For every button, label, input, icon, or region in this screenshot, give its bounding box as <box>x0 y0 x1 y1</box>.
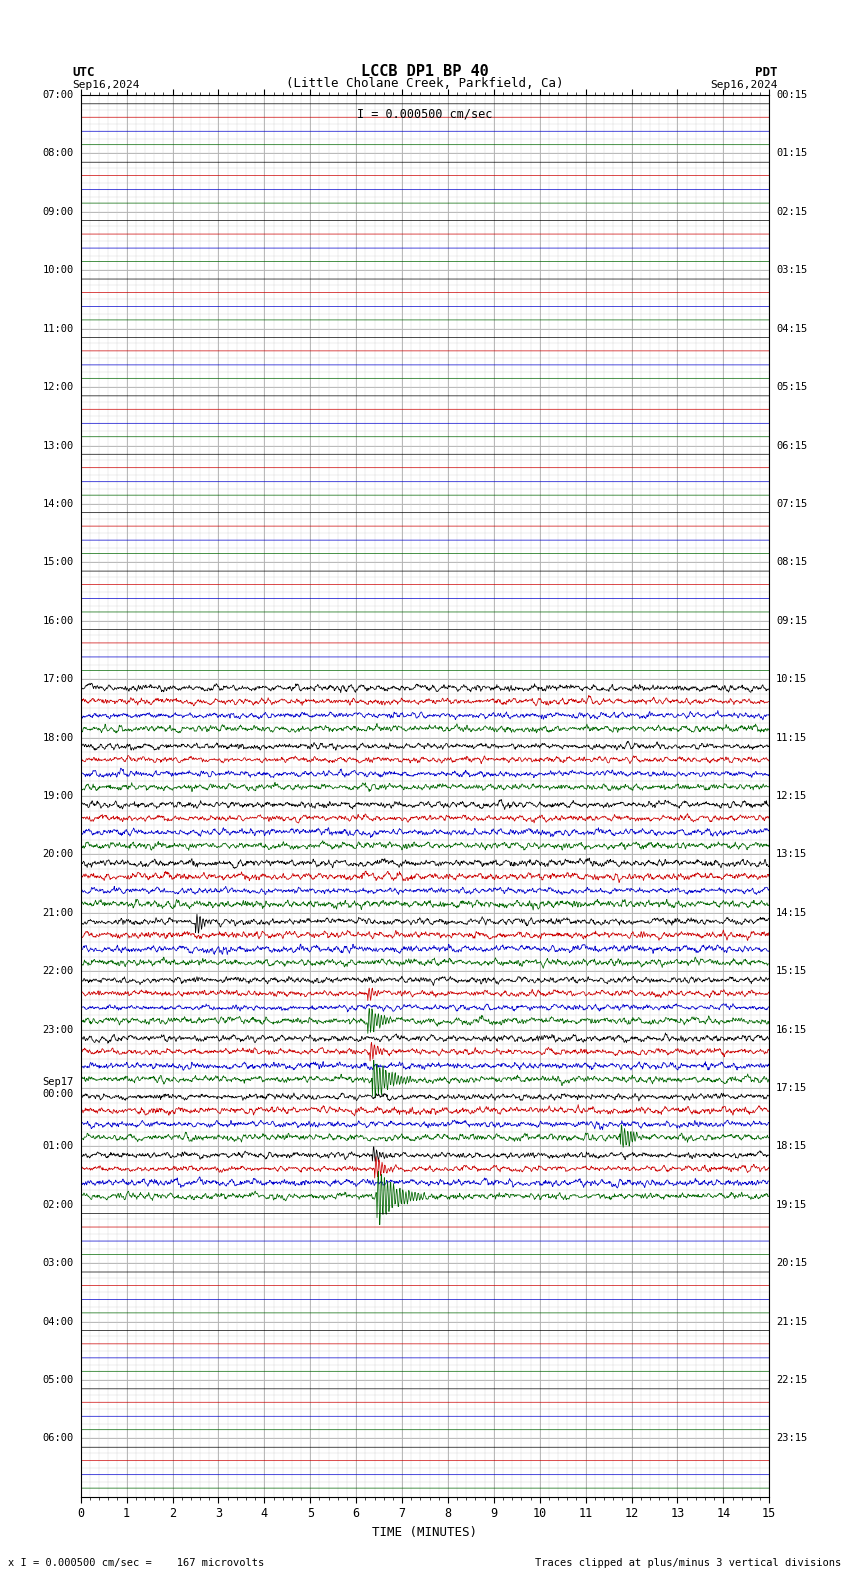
Text: 12:15: 12:15 <box>776 790 808 802</box>
Text: 20:15: 20:15 <box>776 1258 808 1269</box>
Text: 07:15: 07:15 <box>776 499 808 508</box>
Text: 07:00: 07:00 <box>42 90 74 100</box>
Text: 21:00: 21:00 <box>42 908 74 917</box>
Text: 18:00: 18:00 <box>42 732 74 743</box>
Text: 13:00: 13:00 <box>42 440 74 450</box>
Text: Sep16,2024: Sep16,2024 <box>711 81 778 90</box>
Text: 06:00: 06:00 <box>42 1434 74 1443</box>
Text: 04:15: 04:15 <box>776 323 808 334</box>
Text: 06:15: 06:15 <box>776 440 808 450</box>
Text: 14:00: 14:00 <box>42 499 74 508</box>
Text: 10:15: 10:15 <box>776 675 808 684</box>
Text: 04:00: 04:00 <box>42 1316 74 1327</box>
Text: 10:00: 10:00 <box>42 265 74 276</box>
Text: (Little Cholane Creek, Parkfield, Ca): (Little Cholane Creek, Parkfield, Ca) <box>286 78 564 90</box>
Text: 17:15: 17:15 <box>776 1083 808 1093</box>
Text: 19:15: 19:15 <box>776 1199 808 1210</box>
Text: 01:15: 01:15 <box>776 149 808 158</box>
Text: 14:15: 14:15 <box>776 908 808 917</box>
Text: 03:00: 03:00 <box>42 1258 74 1269</box>
Text: 17:00: 17:00 <box>42 675 74 684</box>
Text: 15:15: 15:15 <box>776 966 808 976</box>
Text: 00:15: 00:15 <box>776 90 808 100</box>
Text: UTC: UTC <box>72 67 94 79</box>
Text: 16:15: 16:15 <box>776 1025 808 1034</box>
Text: x I = 0.000500 cm/sec =    167 microvolts: x I = 0.000500 cm/sec = 167 microvolts <box>8 1559 264 1568</box>
Text: 03:15: 03:15 <box>776 265 808 276</box>
Text: PDT: PDT <box>756 67 778 79</box>
Text: 11:00: 11:00 <box>42 323 74 334</box>
Text: 21:15: 21:15 <box>776 1316 808 1327</box>
Text: I = 0.000500 cm/sec: I = 0.000500 cm/sec <box>357 108 493 120</box>
Text: 20:00: 20:00 <box>42 849 74 860</box>
Text: 22:00: 22:00 <box>42 966 74 976</box>
Text: 16:00: 16:00 <box>42 616 74 626</box>
Text: 05:15: 05:15 <box>776 382 808 393</box>
Text: Sep17
00:00: Sep17 00:00 <box>42 1077 74 1099</box>
Text: 02:15: 02:15 <box>776 208 808 217</box>
Text: 19:00: 19:00 <box>42 790 74 802</box>
Text: LCCB DP1 BP 40: LCCB DP1 BP 40 <box>361 65 489 79</box>
Text: 11:15: 11:15 <box>776 732 808 743</box>
Text: 02:00: 02:00 <box>42 1199 74 1210</box>
Text: 18:15: 18:15 <box>776 1142 808 1152</box>
X-axis label: TIME (MINUTES): TIME (MINUTES) <box>372 1525 478 1538</box>
Text: Sep16,2024: Sep16,2024 <box>72 81 139 90</box>
Text: 12:00: 12:00 <box>42 382 74 393</box>
Text: 23:15: 23:15 <box>776 1434 808 1443</box>
Text: 22:15: 22:15 <box>776 1375 808 1384</box>
Text: 09:00: 09:00 <box>42 208 74 217</box>
Text: 09:15: 09:15 <box>776 616 808 626</box>
Text: 08:00: 08:00 <box>42 149 74 158</box>
Text: 23:00: 23:00 <box>42 1025 74 1034</box>
Text: 13:15: 13:15 <box>776 849 808 860</box>
Text: 01:00: 01:00 <box>42 1142 74 1152</box>
Text: 15:00: 15:00 <box>42 558 74 567</box>
Text: 05:00: 05:00 <box>42 1375 74 1384</box>
Text: Traces clipped at plus/minus 3 vertical divisions: Traces clipped at plus/minus 3 vertical … <box>536 1559 842 1568</box>
Text: 08:15: 08:15 <box>776 558 808 567</box>
